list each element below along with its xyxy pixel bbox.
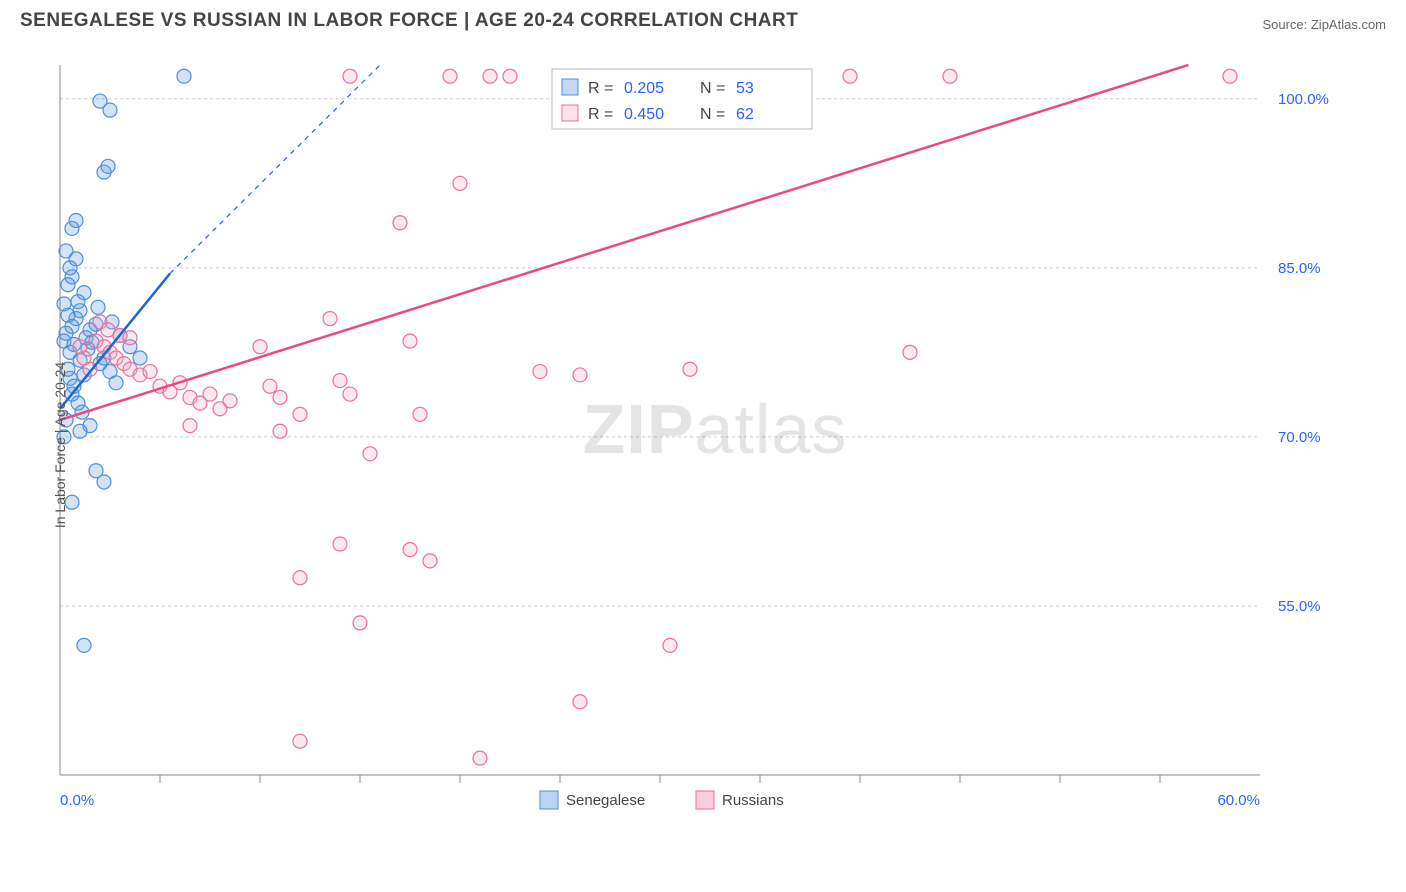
data-point <box>273 424 287 438</box>
data-point <box>77 286 91 300</box>
legend-bottom: Senegalese Russians <box>540 791 784 809</box>
data-point <box>333 537 347 551</box>
y-axis-label: In Labor Force | Age 20-24 <box>52 362 68 528</box>
data-point <box>473 751 487 765</box>
legend-n-value: 53 <box>736 80 754 97</box>
data-point <box>109 376 123 390</box>
plot-area: In Labor Force | Age 20-24 ZIPatlas 55.0… <box>50 55 1380 835</box>
data-point <box>59 326 73 340</box>
data-point <box>253 340 267 354</box>
data-point <box>177 69 191 83</box>
data-point <box>533 365 547 379</box>
y-tick-label: 85.0% <box>1278 260 1321 277</box>
y-tick-label: 100.0% <box>1278 91 1329 108</box>
legend-n-label: N = <box>700 80 725 97</box>
chart-title: SENEGALESE VS RUSSIAN IN LABOR FORCE | A… <box>20 10 798 32</box>
data-point <box>83 419 97 433</box>
data-point <box>903 345 917 359</box>
legend-top: R = 0.205 N = 53 R = 0.450 N = 62 <box>552 69 812 129</box>
data-point <box>223 394 237 408</box>
data-point <box>293 571 307 585</box>
data-point <box>573 368 587 382</box>
header: SENEGALESE VS RUSSIAN IN LABOR FORCE | A… <box>0 0 1406 32</box>
x-tick-label-end: 60.0% <box>1217 792 1260 809</box>
legend-n-value: 62 <box>736 106 754 123</box>
data-point <box>97 475 111 489</box>
data-point <box>101 159 115 173</box>
chart-container: SENEGALESE VS RUSSIAN IN LABOR FORCE | A… <box>0 0 1406 892</box>
data-point <box>443 69 457 83</box>
data-point <box>59 244 73 258</box>
data-point <box>293 734 307 748</box>
data-point <box>73 340 87 354</box>
data-point <box>573 695 587 709</box>
data-point <box>423 554 437 568</box>
legend-item-label: Senegalese <box>566 792 645 809</box>
data-point <box>203 387 217 401</box>
scatter-plot: 55.0% 70.0% 85.0% 100.0% 0.0% 60.0% R = 0.205 N … <box>50 55 1380 835</box>
legend-r-value: 0.205 <box>624 80 664 97</box>
series-russians <box>73 69 1237 765</box>
y-tick-label: 70.0% <box>1278 429 1321 446</box>
source-label: Source: ZipAtlas.com <box>1262 17 1386 32</box>
data-point <box>483 69 497 83</box>
data-point <box>453 176 467 190</box>
legend-n-label: N = <box>700 106 725 123</box>
data-point <box>91 300 105 314</box>
data-point <box>343 387 357 401</box>
data-point <box>143 365 157 379</box>
data-point <box>57 297 71 311</box>
legend-r-label: R = <box>588 80 613 97</box>
data-point <box>133 351 147 365</box>
data-point <box>353 616 367 630</box>
data-point <box>843 69 857 83</box>
data-point <box>333 374 347 388</box>
data-point <box>273 390 287 404</box>
data-point <box>263 379 277 393</box>
data-point <box>293 407 307 421</box>
data-point <box>343 69 357 83</box>
data-point <box>363 447 377 461</box>
legend-swatch <box>562 105 578 121</box>
y-tick-label: 55.0% <box>1278 598 1321 615</box>
legend-r-value: 0.450 <box>624 106 664 123</box>
data-point <box>683 362 697 376</box>
x-tick-label-start: 0.0% <box>60 792 94 809</box>
data-point <box>93 94 107 108</box>
legend-item-label: Russians <box>722 792 784 809</box>
data-point <box>663 638 677 652</box>
data-point <box>403 543 417 557</box>
data-point <box>413 407 427 421</box>
legend-r-label: R = <box>588 106 613 123</box>
data-point <box>183 419 197 433</box>
data-point <box>69 214 83 228</box>
data-point <box>323 312 337 326</box>
data-point <box>503 69 517 83</box>
data-point <box>393 216 407 230</box>
data-point <box>943 69 957 83</box>
data-point <box>123 331 137 345</box>
data-point <box>1223 69 1237 83</box>
legend-swatch <box>696 791 714 809</box>
legend-swatch <box>540 791 558 809</box>
data-point <box>403 334 417 348</box>
regression-line-dashed <box>170 65 380 273</box>
legend-swatch <box>562 79 578 95</box>
data-point <box>77 638 91 652</box>
